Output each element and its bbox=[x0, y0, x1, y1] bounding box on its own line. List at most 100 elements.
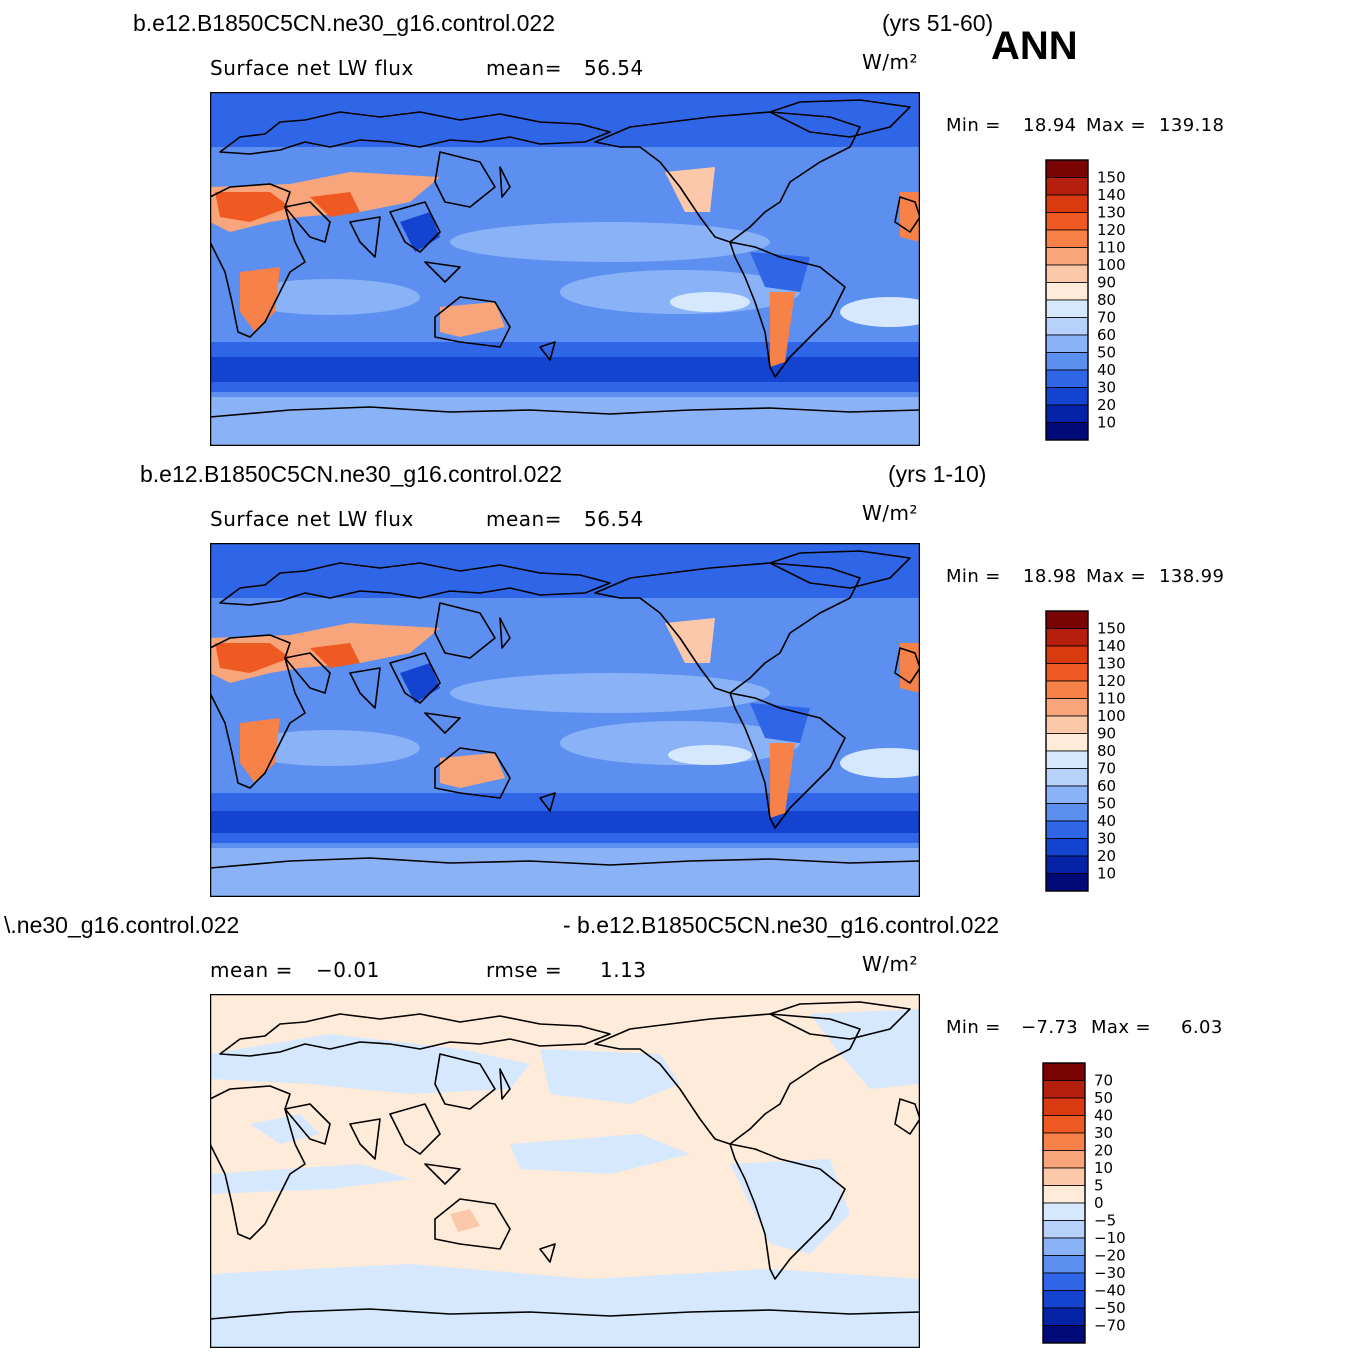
panel1-mean-label: mean= bbox=[486, 56, 562, 80]
colorbar-tick-label: 50 bbox=[1097, 795, 1116, 813]
colorbar-frame bbox=[1045, 610, 1089, 892]
panel2-map bbox=[210, 543, 920, 897]
panel2-units: W/m² bbox=[862, 501, 919, 525]
colorbar-segment bbox=[1042, 1167, 1086, 1186]
panel3-min-label: Min = bbox=[946, 1017, 1001, 1038]
colorbar-segment bbox=[1042, 1150, 1086, 1169]
panel2-mean-label: mean= bbox=[486, 507, 562, 531]
colorbar-tick-label: 110 bbox=[1097, 690, 1126, 708]
colorbar-tick-label: 120 bbox=[1097, 672, 1126, 690]
colorbar-segment bbox=[1042, 1062, 1086, 1081]
colorbar-segment bbox=[1042, 1132, 1086, 1151]
colorbar-segment bbox=[1045, 680, 1089, 699]
colorbar-segment bbox=[1045, 838, 1089, 857]
colorbar-tick-label: 20 bbox=[1094, 1142, 1113, 1160]
colorbar-tick-label: 80 bbox=[1097, 291, 1116, 309]
colorbar-segment bbox=[1042, 1115, 1086, 1134]
colorbar-segment bbox=[1045, 855, 1089, 874]
colorbar-segment bbox=[1045, 610, 1089, 629]
colorbar-tick-label: 60 bbox=[1097, 326, 1116, 344]
panel2-mean-value: 56.54 bbox=[584, 507, 644, 531]
colorbar-tick-label: 40 bbox=[1097, 812, 1116, 830]
colorbar-frame bbox=[1042, 1062, 1086, 1344]
season-label: ANN bbox=[991, 24, 1078, 68]
colorbar-segment bbox=[1042, 1220, 1086, 1239]
panel3-rmse-value: 1.13 bbox=[600, 958, 647, 982]
colorbar-tick-label: 30 bbox=[1097, 379, 1116, 397]
colorbar-tick-label: 30 bbox=[1094, 1124, 1113, 1142]
colorbar-tick-label: 5 bbox=[1094, 1177, 1104, 1195]
panel3-map bbox=[210, 994, 920, 1348]
panel2-colorbar: 150 140 130 120 110 100 90 80 70 60 50 40 30 20 10 bbox=[1045, 610, 1155, 894]
colorbar-tick-label: 90 bbox=[1097, 725, 1116, 743]
colorbar-segment bbox=[1045, 194, 1089, 213]
panel2-max-label: Max = bbox=[1086, 566, 1147, 587]
colorbar-segment bbox=[1045, 733, 1089, 752]
colorbar-tick-label: 0 bbox=[1094, 1194, 1104, 1212]
colorbar-tick-label: 130 bbox=[1097, 204, 1126, 222]
panel1-map-svg bbox=[210, 92, 920, 446]
colorbar-tick-label: −30 bbox=[1094, 1264, 1126, 1282]
panel1-max-value: 139.18 bbox=[1159, 115, 1225, 136]
colorbar-tick-label: 30 bbox=[1097, 830, 1116, 848]
colorbar-segment bbox=[1045, 750, 1089, 769]
colorbar-segment bbox=[1045, 334, 1089, 353]
colorbar-segment bbox=[1045, 352, 1089, 371]
panel3-rmse-label: rmse = bbox=[486, 958, 563, 982]
colorbar-segment bbox=[1045, 628, 1089, 647]
colorbar-segment bbox=[1045, 387, 1089, 406]
panel1-colorbar: 150 140 130 120 110 100 90 80 70 60 50 40 30 20 10 bbox=[1045, 159, 1155, 443]
colorbar-tick-label: 140 bbox=[1097, 186, 1126, 204]
panel2-case-name: b.e12.B1850C5CN.ne30_g16.control.022 bbox=[140, 461, 562, 487]
panel3-map-svg bbox=[210, 994, 920, 1348]
colorbar-segment bbox=[1042, 1307, 1086, 1326]
panel1-max-label: Max = bbox=[1086, 115, 1147, 136]
colorbar-tick-label: −10 bbox=[1094, 1229, 1126, 1247]
colorbar-segment bbox=[1042, 1255, 1086, 1274]
panel3-colorbar: 70 50 40 30 20 10 5 0 −5 −10 −20 −30 −40 −50 −70 bbox=[1042, 1062, 1152, 1346]
colorbar-tick-label: 60 bbox=[1097, 777, 1116, 795]
colorbar-segment bbox=[1045, 645, 1089, 664]
colorbar-segment bbox=[1045, 663, 1089, 682]
panel1-case-name: b.e12.B1850C5CN.ne30_g16.control.022 bbox=[133, 10, 555, 36]
colorbar-tick-label: 100 bbox=[1097, 707, 1126, 725]
panel3-max-label: Max = bbox=[1091, 1017, 1152, 1038]
panel2-years: (yrs 1-10) bbox=[888, 461, 987, 487]
colorbar-tick-label: −70 bbox=[1094, 1317, 1126, 1335]
colorbar-segment bbox=[1045, 422, 1089, 441]
panel1-min-value: 18.94 bbox=[1023, 115, 1077, 136]
colorbar-tick-label: 50 bbox=[1094, 1089, 1113, 1107]
colorbar-segment bbox=[1042, 1202, 1086, 1221]
colorbar-tick-label: 150 bbox=[1097, 169, 1126, 187]
panel1-map bbox=[210, 92, 920, 446]
panel1-years: (yrs 51-60) bbox=[882, 10, 994, 36]
colorbar-tick-label: 10 bbox=[1097, 414, 1116, 432]
colorbar-segment bbox=[1045, 159, 1089, 178]
colorbar-segment bbox=[1042, 1272, 1086, 1291]
colorbar-tick-label: −5 bbox=[1094, 1212, 1116, 1230]
colorbar-segment bbox=[1045, 873, 1089, 892]
colorbar-tick-label: −40 bbox=[1094, 1282, 1126, 1300]
colorbar-tick-label: 70 bbox=[1094, 1072, 1113, 1090]
panel2-title: Surface net LW flux bbox=[210, 507, 414, 531]
colorbar-tick-label: −50 bbox=[1094, 1299, 1126, 1317]
colorbar-segment bbox=[1045, 212, 1089, 231]
colorbar-segment bbox=[1045, 282, 1089, 301]
colorbar-segment bbox=[1045, 785, 1089, 804]
colorbar-tick-label: 50 bbox=[1097, 344, 1116, 362]
panel2-min-value: 18.98 bbox=[1023, 566, 1077, 587]
colorbar-tick-label: 10 bbox=[1094, 1159, 1113, 1177]
colorbar-segment bbox=[1045, 404, 1089, 423]
colorbar-segment bbox=[1045, 229, 1089, 248]
colorbar-tick-label: 10 bbox=[1097, 865, 1116, 883]
colorbar-tick-label: 70 bbox=[1097, 760, 1116, 778]
colorbar-segment bbox=[1042, 1237, 1086, 1256]
colorbar-segment bbox=[1042, 1080, 1086, 1099]
colorbar-tick-label: 70 bbox=[1097, 309, 1116, 327]
panel1-min-label: Min = bbox=[946, 115, 1001, 136]
panel3-min-value: −7.73 bbox=[1021, 1017, 1079, 1038]
colorbar-tick-label: 130 bbox=[1097, 655, 1126, 673]
colorbar-tick-label: 120 bbox=[1097, 221, 1126, 239]
colorbar-segment bbox=[1045, 820, 1089, 839]
